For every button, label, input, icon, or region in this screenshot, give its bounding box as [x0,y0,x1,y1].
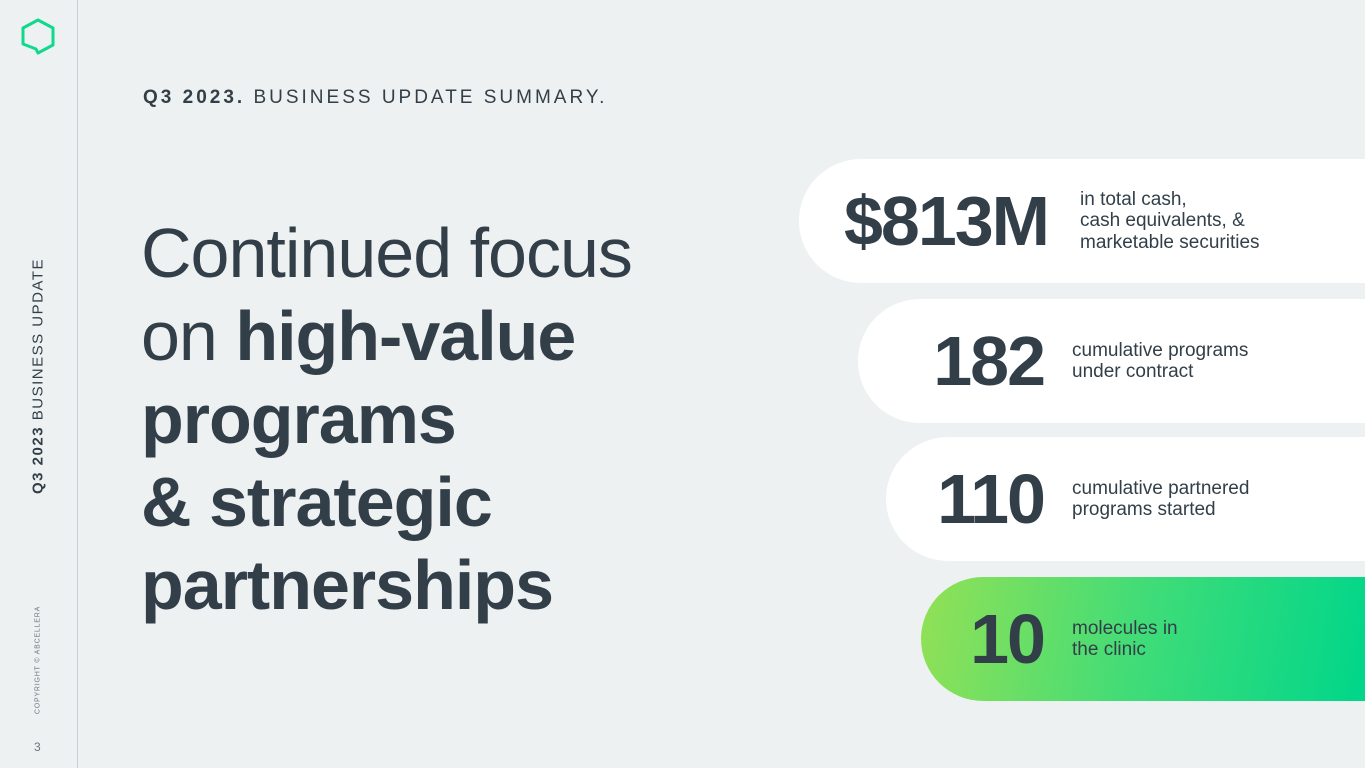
stat-description-line: in total cash, [1080,188,1187,210]
page-number: 3 [34,740,41,754]
headline-line: on high-value [141,295,632,378]
stat-description: molecules in the clinic [1072,618,1178,661]
stat-description: cumulative programs under contract [1072,340,1248,383]
stat-card: 10 molecules in the clinic [921,577,1365,701]
sidebar-divider [77,0,78,768]
stat-description-line: marketable securities [1080,231,1260,253]
headline-text: on [141,297,218,375]
headline-line: Continued focus [141,214,633,292]
headline-line: & strategic [141,463,493,541]
stat-description-line: the clinic [1072,639,1146,660]
stat-card: 182 cumulative programs under contract [858,299,1365,423]
stat-value: $813M [843,182,1050,260]
header-rest: BUSINESS UPDATE SUMMARY. [253,87,608,108]
stat-value: 182 [933,322,1046,400]
stat-description-line: cumulative partnered [1072,477,1250,499]
stat-description: in total cash, cash equivalents, & marketa… [1080,189,1260,254]
sidebar-title-rest: BUSINESS UPDATE [29,258,47,421]
stat-description-line: cash equivalents, & [1080,210,1245,232]
sidebar-title: Q3 2023 BUSINESS UPDATE [30,258,47,494]
headline: Continued focus on high-value programs &… [141,212,633,627]
stat-value: 10 [970,600,1046,678]
logo [21,18,55,55]
stat-description: cumulative partnered programs started [1072,478,1249,521]
copyright: COPYRIGHT © ABCELLERA [34,605,42,715]
headline-line: programs [141,380,457,458]
stat-description-line: programs started [1072,499,1216,520]
headline-text: high-value [235,297,576,375]
stat-description-line: cumulative programs [1072,339,1249,361]
stat-card: 110 cumulative partnered programs started [886,437,1365,561]
stat-description-line: molecules in [1072,617,1178,639]
sidebar-title-bold: Q3 2023 [29,425,47,494]
header-bold: Q3 2023. [143,87,246,108]
stat-value: 110 [937,460,1046,538]
stat-card: $813M in total cash, cash equivalents, & ma… [799,159,1365,283]
header: Q3 2023. BUSINESS UPDATE SUMMARY. [143,87,607,109]
headline-line: partnerships [141,546,554,624]
stat-description-line: under contract [1072,361,1194,382]
